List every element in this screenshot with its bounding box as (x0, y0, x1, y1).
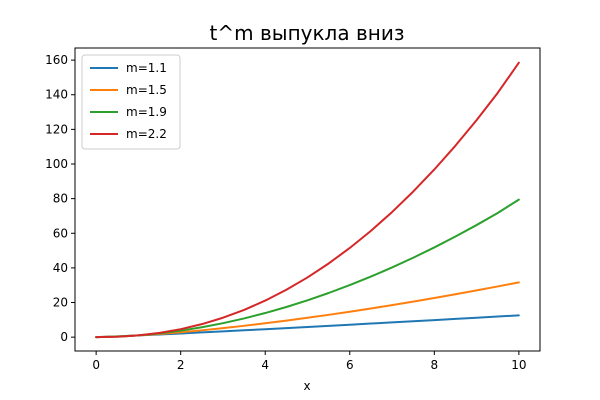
x-tick-label: 0 (92, 358, 100, 372)
series-line-m=2.2 (95, 61, 520, 339)
legend-label: m=1.5 (126, 83, 167, 97)
y-tick-label: 80 (53, 192, 68, 206)
x-axis-label: x (303, 379, 310, 393)
legend-box (81, 54, 181, 150)
legend-label: m=2.2 (126, 127, 167, 141)
chart-title: t^m выпукла вниз (210, 21, 405, 45)
x-tick-label: 2 (177, 358, 185, 372)
y-tick-label: 160 (45, 53, 68, 67)
plot-frame (74, 47, 541, 352)
y-tick-label: 60 (53, 226, 68, 240)
x-tick-label: 10 (511, 358, 526, 372)
y-tick-label: 40 (53, 261, 68, 275)
legend-label: m=1.1 (126, 61, 167, 75)
y-tick-label: 0 (60, 330, 68, 344)
plot-area: 0 2 4 6 8 10020406080100120140160m=1.1m=1.5m=… (45, 47, 541, 372)
y-tick-label: 140 (45, 88, 68, 102)
x-tick-label: 8 (430, 358, 438, 372)
y-tick-label: 20 (53, 296, 68, 310)
y-tick-label: 100 (45, 157, 68, 171)
x-tick-label: 6 (346, 358, 354, 372)
y-tick-label: 120 (45, 122, 68, 136)
x-tick-label: 4 (261, 358, 269, 372)
legend-label: m=1.9 (126, 105, 167, 119)
series-line-m=1.5 (95, 281, 520, 339)
series-line-m=1.9 (95, 198, 520, 339)
